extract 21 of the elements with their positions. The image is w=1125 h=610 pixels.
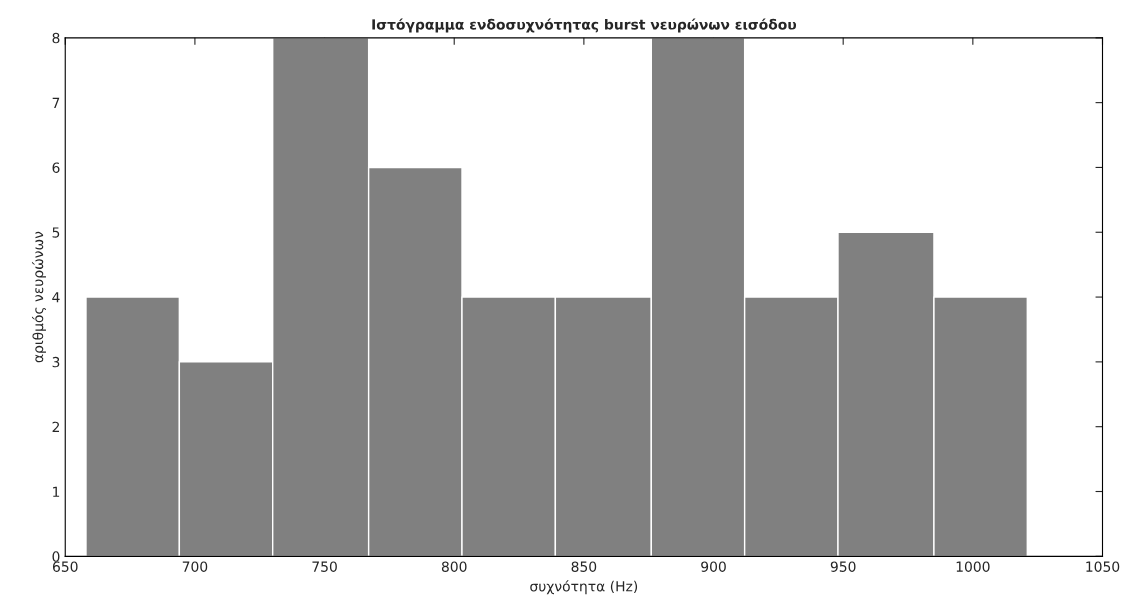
y-tick-label: 8 — [52, 32, 60, 44]
y-tick-label: 0 — [52, 551, 60, 562]
x-axis-title: συχνότητα (Hz) — [530, 580, 638, 595]
y-tick-label: 3 — [52, 356, 60, 368]
x-tick-label: 950 — [830, 561, 856, 572]
x-tick-label: 1000 — [956, 561, 990, 572]
y-axis-title: αριθμός νευρώνων — [31, 231, 46, 363]
x-tick-label: 1050 — [1086, 561, 1120, 572]
x-tick-label: 650 — [52, 561, 78, 572]
chart-title: Ιστόγραμμα ενδοσυχνότητας burst νευρώνων εισόδου — [372, 18, 797, 33]
x-tick-label: 900 — [701, 561, 726, 572]
x-tick-label: 750 — [312, 561, 337, 572]
y-tick-label: 7 — [52, 97, 60, 108]
y-tick-label: 1 — [53, 486, 60, 497]
y-tick-label: 5 — [52, 227, 60, 238]
y-tick-label: 2 — [52, 421, 59, 432]
x-tick-label: 800 — [441, 561, 467, 572]
x-tick-label: 700 — [182, 561, 208, 572]
y-tick-label: 6 — [52, 162, 60, 173]
x-tick-label: 850 — [571, 561, 597, 572]
y-tick-label: 4 — [52, 292, 60, 303]
